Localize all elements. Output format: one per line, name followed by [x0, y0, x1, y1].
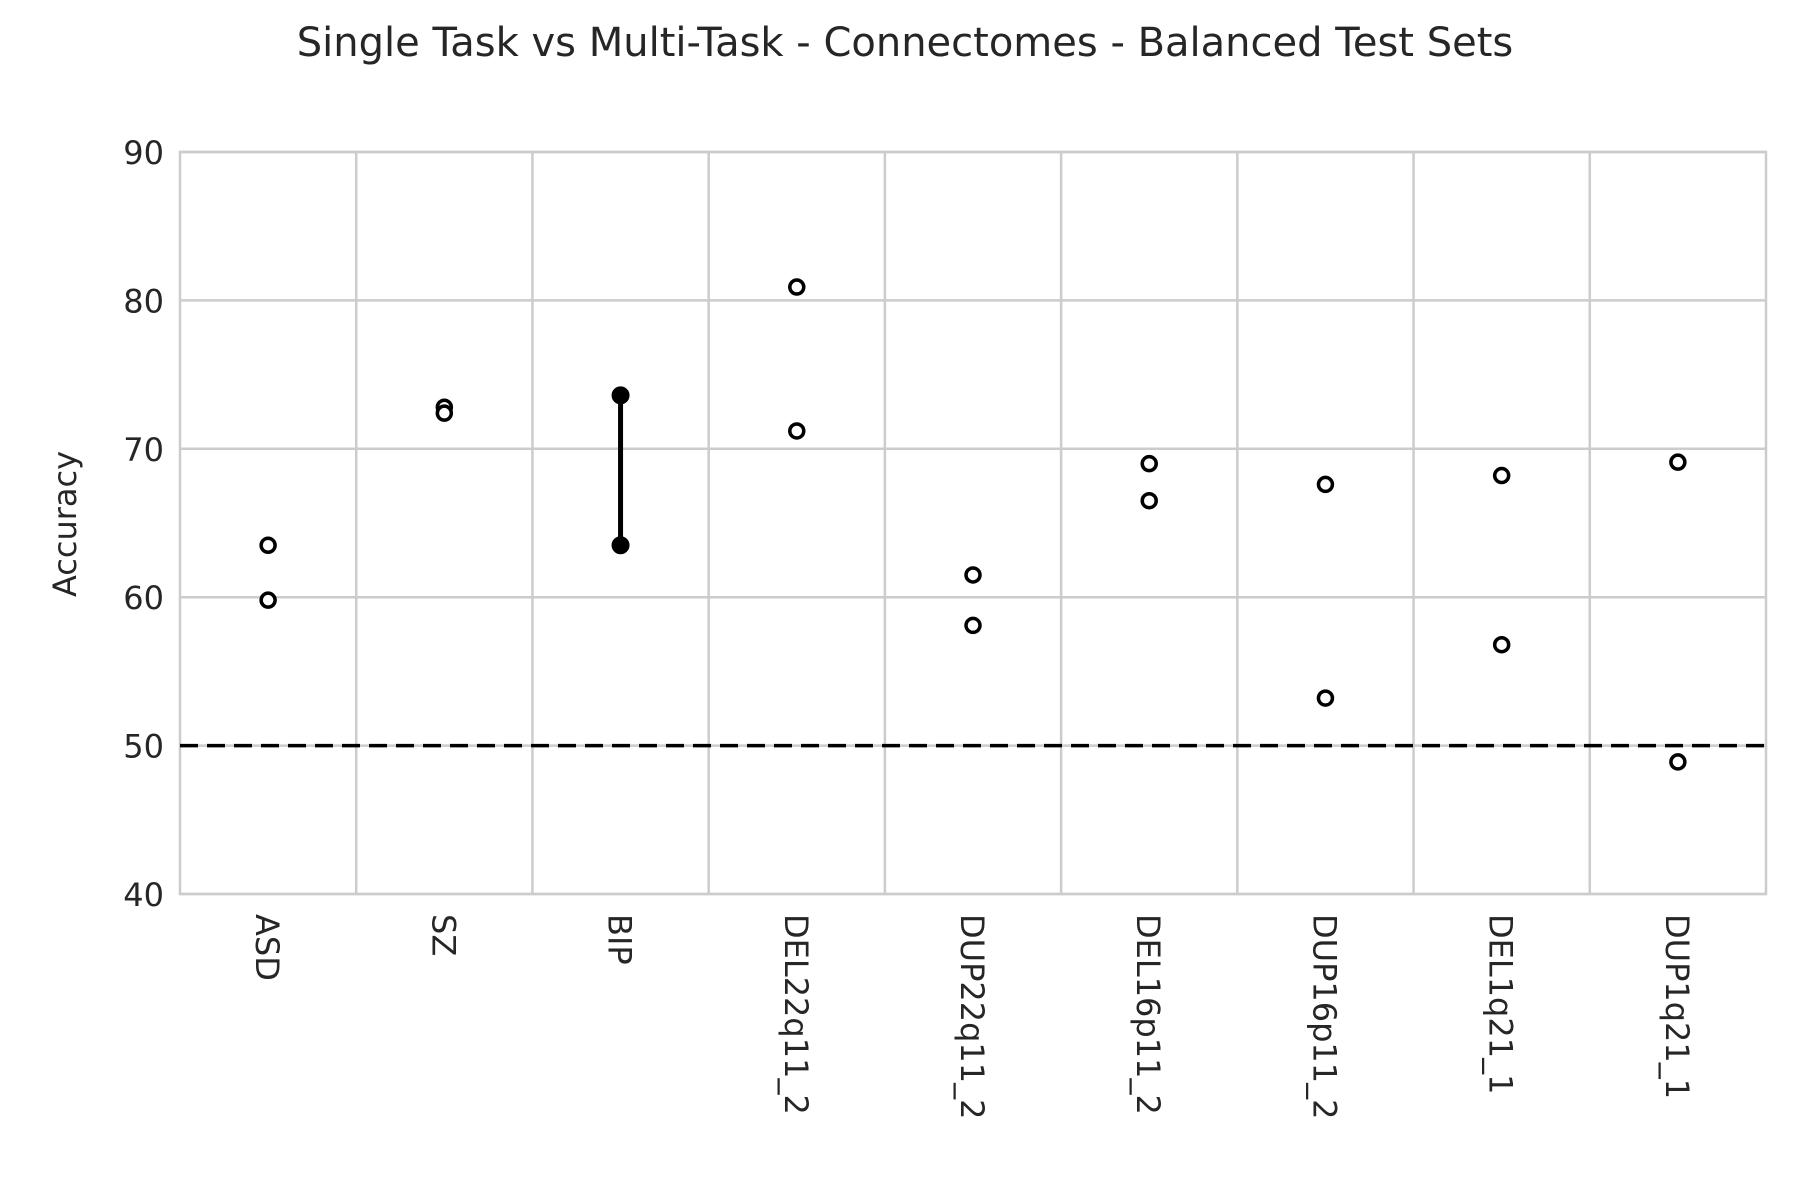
- x-tick-label: DEL16p11_2: [1129, 914, 1167, 1115]
- grid-layer: [178, 150, 1768, 896]
- point-series-2: [1669, 753, 1687, 771]
- y-tick-label: 60: [123, 579, 164, 617]
- x-tick-label: DUP1q21_1: [1658, 914, 1696, 1099]
- y-tick-label: 50: [123, 728, 164, 766]
- y-tick-label: 90: [123, 134, 164, 172]
- point-series-2: [611, 536, 630, 555]
- x-tick-label: DUP22q11_2: [953, 914, 991, 1119]
- chart-title: Single Task vs Multi-Task - Connectomes …: [297, 20, 1513, 66]
- point-series-1: [1492, 466, 1511, 485]
- point-layer: [259, 278, 1687, 771]
- x-tick-label: BIP: [601, 914, 639, 965]
- x-tick-label: DUP16p11_2: [1305, 914, 1343, 1119]
- point-series-1: [1140, 454, 1158, 473]
- point-series-2: [259, 591, 277, 609]
- y-tick-label: 70: [123, 431, 164, 469]
- point-series-1: [611, 386, 630, 405]
- point-series-2: [1316, 689, 1335, 707]
- point-series-1: [1316, 475, 1335, 494]
- tick-label-layer: 40 50 60 70 80 90 ASD SZ BIP DEL22q11_2 DUP22q11_2…: [123, 134, 1696, 1119]
- point-series-2: [1492, 635, 1511, 654]
- y-tick-label: 80: [123, 282, 164, 320]
- point-series-1: [788, 278, 806, 296]
- plot-frame: [178, 150, 1768, 896]
- x-tick-label: DEL22q11_2: [777, 914, 815, 1115]
- x-tick-label: SZ: [424, 914, 462, 956]
- point-series-1: [1669, 453, 1687, 471]
- x-tick-label: ASD: [248, 914, 286, 981]
- y-tick-label: 40: [123, 876, 164, 914]
- x-tick-label: DEL1q21_1: [1482, 914, 1520, 1094]
- point-series-2: [788, 422, 806, 440]
- point-series-1: [964, 566, 982, 584]
- point-series-2: [964, 616, 982, 635]
- point-series-2: [435, 404, 454, 422]
- point-series-2: [1140, 491, 1158, 510]
- y-axis-label: Accuracy: [46, 451, 84, 597]
- point-series-1: [259, 536, 277, 555]
